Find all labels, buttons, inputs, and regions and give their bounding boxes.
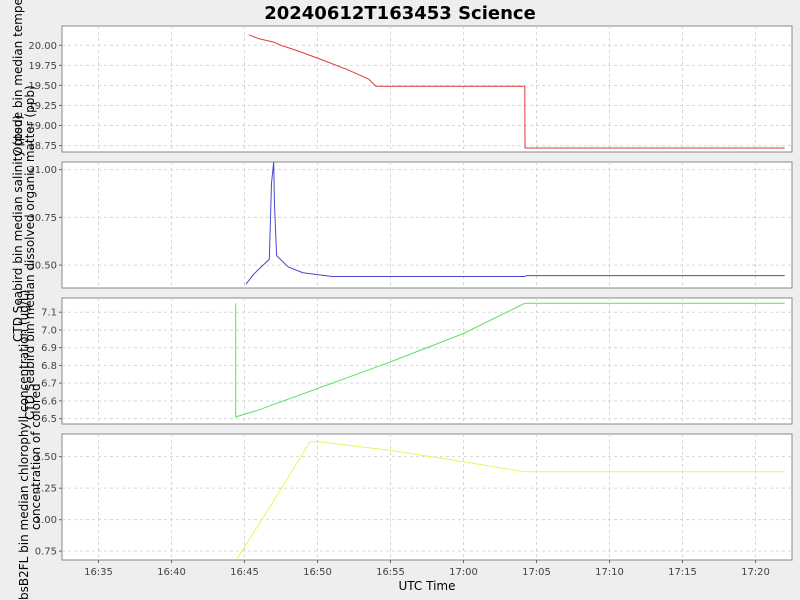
panel-3: 7.1 7.0 6.9 6.8 6.7 6.6 6.5 (41, 297, 793, 425)
y-axis-label-fragment: concentration of colored (29, 383, 43, 530)
x-tick-label-3: 16:50 (303, 567, 332, 578)
panel-2-ytick-label-0: 31.00 (28, 165, 57, 176)
panel-3-plot-area (61, 297, 793, 425)
panel-4: 1.50 1.25 1.00 0.75 (35, 433, 793, 561)
y-axis-label-1: Optode bin median temperature (degC) (11, 0, 25, 156)
x-axis-label: UTC Time (399, 579, 456, 593)
panel-1-ytick-label-0: 20.00 (28, 41, 57, 52)
panel-2: 31.00 30.75 30.50 (28, 161, 793, 289)
y-axis-label-2: CTD Seabird bin median salinity (psu) (11, 115, 25, 342)
panel-4-ytick-label-1: 1.25 (35, 484, 57, 495)
x-tick-label-6: 17:05 (522, 567, 551, 578)
panel-1-ytick-label-4: 19.00 (28, 121, 57, 132)
panel-1-ytick-label-1: 19.75 (28, 61, 57, 72)
panel-4-ytick-label-3: 0.75 (35, 547, 57, 558)
panel-3-ytick-label-2: 6.9 (41, 343, 57, 354)
panel-3-ytick-label-0: 7.1 (41, 308, 57, 319)
panels: 20.00 19.75 19.50 19.25 19.00 18.75 31.00 30.75… (28, 25, 793, 561)
x-tick-label-9: 17:20 (741, 567, 770, 578)
panel-2-ytick-label-2: 30.50 (28, 261, 57, 272)
x-tick-label-0: 16:35 (84, 567, 113, 578)
y-labels: Optode bin median temperature (degC)CTD … (11, 0, 43, 600)
x-tick-label-8: 17:15 (668, 567, 697, 578)
panel-4-ytick-label-2: 1.00 (35, 515, 57, 526)
panel-4-plot-area (61, 433, 793, 561)
panel-3-ytick-label-1: 7.0 (41, 325, 57, 336)
panel-4-ytick-label-0: 1.50 (35, 452, 57, 463)
panel-2-ytick-label-1: 30.75 (28, 213, 57, 224)
panel-4-series-line-0 (236, 441, 785, 559)
x-axis: 16:35 16:40 16:45 16:50 16:55 17:00 17:05 17:10… (84, 560, 770, 578)
chart-title: 20240612T163453 Science (264, 3, 536, 24)
panel-3-ytick-label-6: 6.5 (41, 414, 57, 425)
panel-1-ytick-label-3: 19.25 (28, 101, 57, 112)
panel-1: 20.00 19.75 19.50 19.25 19.00 18.75 (28, 25, 793, 153)
panel-3-ytick-label-3: 6.8 (41, 361, 57, 372)
x-tick-label-5: 17:00 (449, 567, 478, 578)
panel-3-series-line-0 (235, 302, 785, 418)
x-tick-label-4: 16:55 (376, 567, 405, 578)
panel-1-plot-area (61, 25, 793, 153)
x-tick-label-2: 16:45 (230, 567, 259, 578)
panel-3-ytick-label-5: 6.6 (41, 396, 57, 407)
x-tick-label-1: 16:40 (157, 567, 186, 578)
y-axis-label-4: bsB2FL bin median chlorophyll concentrat… (17, 290, 31, 600)
y-axis-label-3: CTD Seabird bin median dissolved organic… (23, 85, 37, 420)
panel-2-plot-area (61, 161, 793, 289)
panel-2-series-line-0 (245, 161, 785, 285)
panel-3-ytick-label-4: 6.7 (41, 379, 57, 390)
panel-1-ytick-label-2: 19.50 (28, 81, 57, 92)
panel-1-ytick-label-5: 18.75 (28, 141, 57, 152)
x-tick-label-7: 17:10 (595, 567, 624, 578)
panel-1-series-line-0 (248, 34, 785, 149)
